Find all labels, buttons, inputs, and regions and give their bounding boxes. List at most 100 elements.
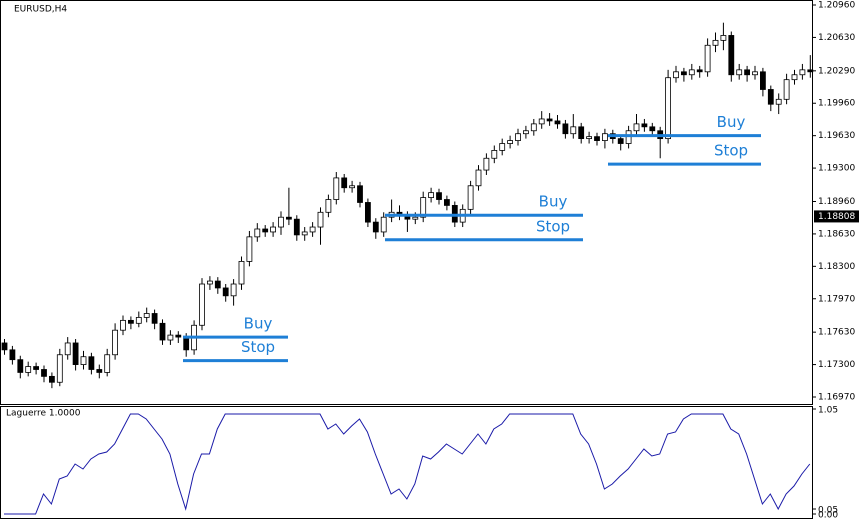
candle-body — [681, 71, 687, 76]
candle-body — [41, 369, 47, 377]
candle-body — [333, 177, 340, 200]
candle-body — [112, 329, 118, 356]
y-tick-label: 1.17300 — [818, 360, 855, 370]
candle-body — [436, 192, 442, 200]
candle-body — [325, 199, 332, 213]
indicator-line — [4, 413, 811, 515]
candle-body — [807, 69, 814, 73]
y-tick-label: 1.19960 — [818, 99, 855, 109]
candle-body — [270, 226, 277, 233]
candle-body — [507, 140, 514, 144]
y-tick-label: 1.19630 — [818, 131, 855, 141]
candle-body — [317, 211, 324, 228]
candle-body — [704, 44, 711, 73]
candle-body — [80, 356, 87, 365]
candle-body — [515, 133, 521, 141]
candle-body — [341, 177, 348, 189]
y-tick-label: 1.18960 — [818, 197, 855, 207]
candle-body — [159, 322, 166, 341]
candle-body — [728, 35, 735, 76]
candle-body — [88, 356, 95, 370]
candle-body — [673, 71, 679, 79]
candle-body — [649, 126, 656, 132]
candle-body — [167, 334, 174, 341]
candle-body — [617, 138, 624, 144]
candle-body — [633, 123, 640, 132]
level-label: Stop — [714, 142, 748, 160]
candle-body — [380, 216, 387, 233]
indicator-tick-label: 0.05 — [818, 506, 838, 516]
candle-body — [499, 143, 506, 151]
candle-body — [143, 313, 150, 318]
candle-body — [665, 77, 671, 140]
candle-body — [783, 79, 790, 100]
y-tick-label: 1.17970 — [818, 294, 855, 304]
candle-body — [56, 354, 63, 383]
candle-body — [720, 35, 727, 41]
main-frame — [0, 0, 813, 405]
candle-body — [17, 359, 24, 373]
candle-body — [25, 366, 32, 373]
candle-body — [72, 342, 79, 365]
candle-body — [309, 226, 316, 233]
level-label: Buy — [539, 193, 568, 211]
candle-body — [744, 69, 750, 76]
candle-body — [285, 216, 292, 220]
y-tick-label: 1.18630 — [818, 229, 855, 239]
candle-body — [49, 375, 55, 383]
candle-body — [151, 313, 158, 324]
candle-body — [175, 334, 182, 338]
candle-body — [96, 369, 103, 373]
candle-body — [696, 69, 703, 73]
candle-body — [262, 228, 269, 233]
candle-body — [799, 69, 806, 76]
y-tick-label: 1.19300 — [818, 164, 855, 174]
last-price-box — [814, 210, 859, 223]
level-label: Stop — [241, 338, 275, 356]
candle-body — [530, 123, 537, 132]
indicator-frame — [0, 406, 813, 519]
chart-title: EURUSD,H4 — [14, 5, 67, 15]
candle-body — [775, 98, 782, 105]
candle-body — [420, 197, 427, 218]
candle-body — [443, 199, 450, 206]
candle-body — [293, 218, 300, 236]
candle-body — [301, 231, 308, 236]
candle-body — [523, 130, 529, 135]
candle-body — [357, 185, 363, 203]
candle-body — [538, 118, 545, 125]
candle-body — [206, 280, 213, 285]
candle-body — [104, 354, 111, 373]
y-tick-label: 1.17630 — [818, 328, 855, 338]
y-tick-label: 1.20290 — [818, 66, 855, 76]
candle-body — [712, 39, 719, 46]
candle-body — [33, 366, 39, 370]
candle-body — [222, 287, 229, 297]
candle-body — [641, 123, 648, 128]
y-tick-label: 1.20630 — [818, 33, 855, 43]
candle-body — [602, 133, 608, 141]
candle-body — [127, 319, 134, 324]
candle-body — [183, 336, 190, 351]
level-label: Buy — [717, 113, 746, 131]
candle-body — [752, 71, 758, 76]
candle-body — [554, 120, 561, 125]
candle-body — [578, 126, 585, 140]
candle-body — [9, 349, 16, 361]
candle-body — [688, 69, 695, 76]
candle-body — [135, 317, 142, 324]
candle-body — [278, 216, 284, 228]
candle-body — [594, 136, 600, 141]
candle-body — [428, 192, 435, 198]
candle-body — [570, 126, 577, 135]
candle-body — [349, 185, 356, 189]
y-tick-label: 1.16970 — [818, 393, 855, 403]
candle-body — [120, 319, 126, 331]
candle-body — [230, 283, 237, 297]
level-label: Stop — [536, 217, 570, 235]
candle-body — [214, 280, 221, 289]
indicator-name: Laguerre 1.0000 — [6, 409, 81, 419]
candle-body — [562, 123, 569, 135]
y-tick-label: 1.18300 — [818, 262, 855, 272]
